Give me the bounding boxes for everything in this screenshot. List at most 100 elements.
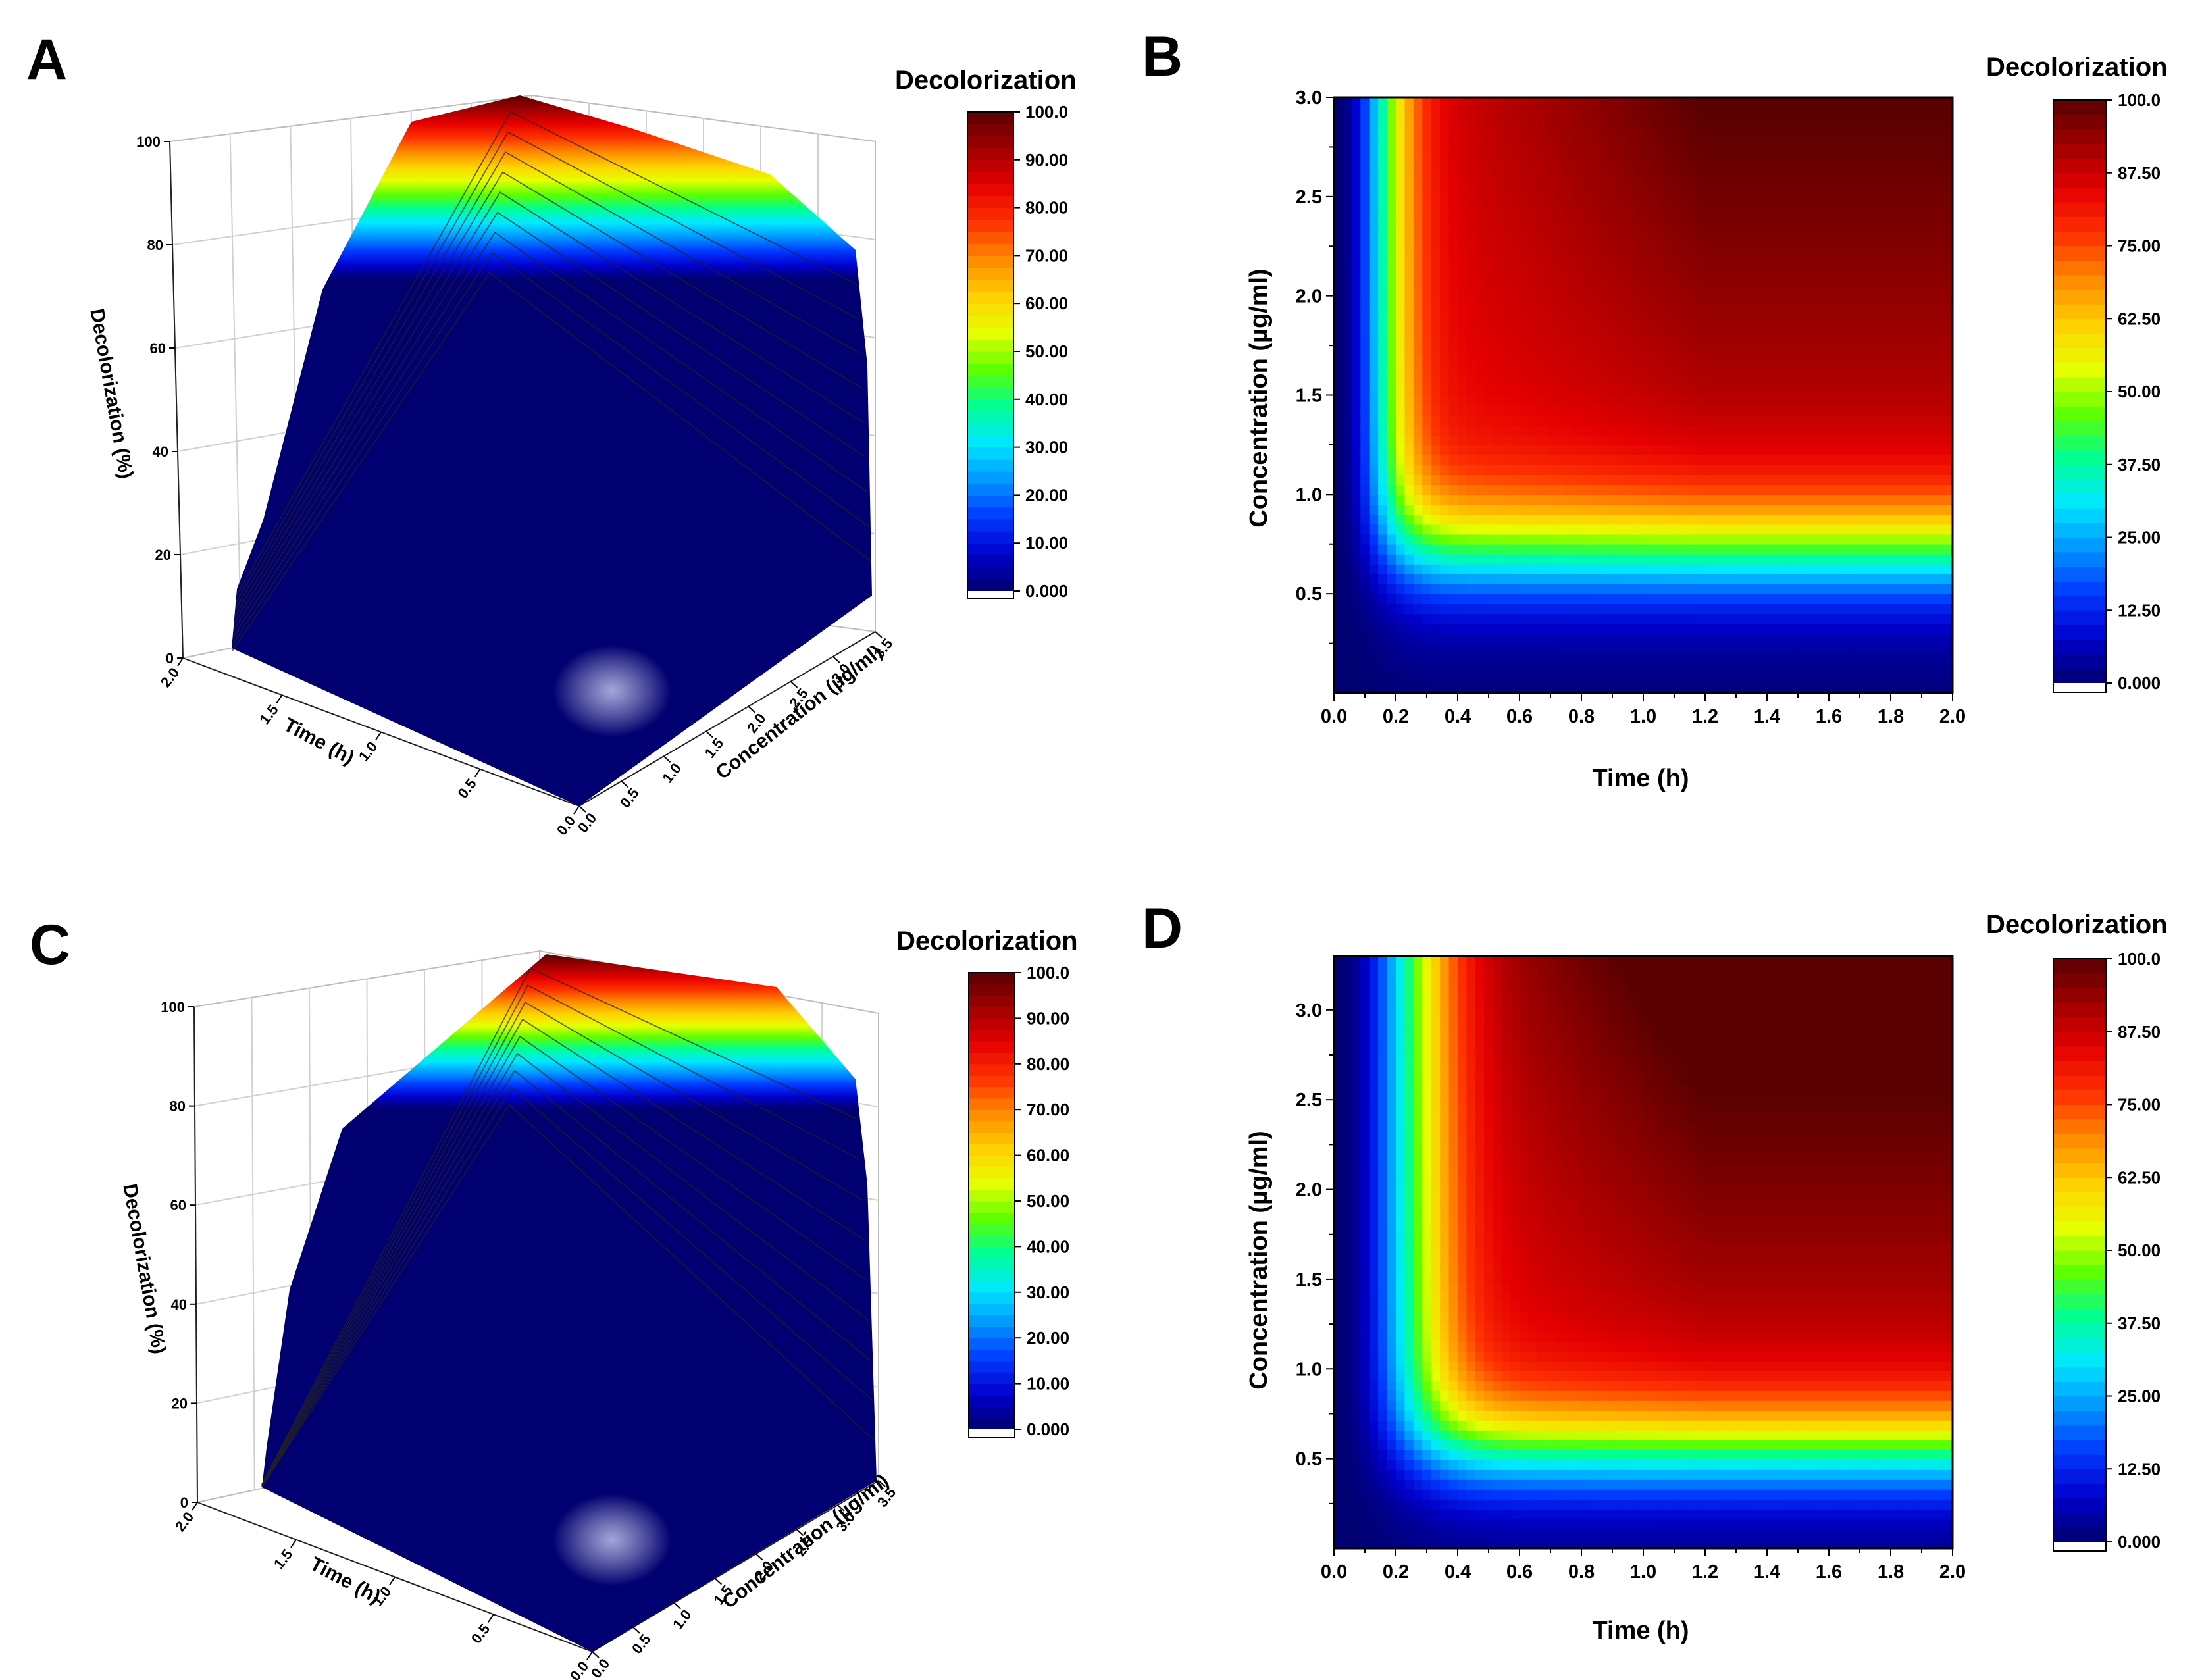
heatmap-cell bbox=[1431, 504, 1441, 515]
heatmap-cell bbox=[1564, 107, 1574, 118]
heatmap-cell bbox=[1440, 97, 1450, 108]
heatmap-cell bbox=[1864, 405, 1874, 416]
heatmap-cell bbox=[1740, 395, 1750, 406]
heatmap-cell bbox=[1935, 385, 1945, 396]
heatmap-cell bbox=[1404, 157, 1414, 168]
z-tick-label: 20 bbox=[155, 547, 171, 563]
heatmap-cell bbox=[1811, 465, 1821, 475]
heatmap-cell bbox=[1608, 375, 1618, 386]
heatmap-cell bbox=[1484, 385, 1494, 396]
heatmap-cell bbox=[1546, 613, 1556, 624]
heatmap-cell bbox=[1784, 424, 1795, 436]
heatmap-cell bbox=[1643, 623, 1653, 634]
heatmap-cell bbox=[1802, 127, 1812, 138]
heatmap-cell bbox=[1404, 256, 1414, 267]
heatmap-cell bbox=[1616, 633, 1626, 644]
heatmap-cell bbox=[1360, 1371, 1370, 1381]
heatmap-cell bbox=[1378, 504, 1388, 515]
heatmap-cell bbox=[1784, 246, 1795, 257]
heatmap-cell bbox=[1793, 673, 1803, 684]
heatmap-cell bbox=[1396, 563, 1406, 574]
heatmap-cell bbox=[1811, 613, 1821, 624]
heatmap-cell bbox=[1360, 405, 1370, 416]
heatmap-cell bbox=[1705, 415, 1715, 426]
heatmap-cell bbox=[1343, 1193, 1352, 1204]
heatmap-cell bbox=[1378, 653, 1388, 664]
heatmap-cell bbox=[1343, 1213, 1352, 1223]
heatmap-cell bbox=[1572, 246, 1582, 257]
heatmap-cell bbox=[1731, 355, 1741, 367]
heatmap-cell bbox=[1820, 395, 1830, 406]
colorbar-band bbox=[967, 567, 1013, 580]
heatmap-cell bbox=[1705, 127, 1715, 138]
heatmap-cell bbox=[1670, 514, 1679, 525]
heatmap-cell bbox=[1767, 305, 1777, 317]
heatmap-cell bbox=[1599, 603, 1609, 615]
heatmap-cell bbox=[1422, 395, 1432, 406]
heatmap-cell bbox=[1687, 385, 1697, 396]
heatmap-cell bbox=[1784, 117, 1795, 128]
y-tick-mark bbox=[663, 755, 671, 763]
heatmap-cell bbox=[1882, 455, 1891, 465]
heatmap-cell bbox=[1396, 415, 1406, 426]
heatmap-cell bbox=[1837, 613, 1847, 624]
heatmap-cell bbox=[1413, 484, 1423, 496]
y-tick-mark bbox=[755, 1553, 763, 1561]
heatmap-cell bbox=[1643, 613, 1653, 624]
heatmap-cell bbox=[1387, 305, 1396, 317]
heatmap-cell bbox=[1369, 682, 1379, 694]
heatmap-cell bbox=[1554, 246, 1564, 257]
panel-letter-a: A bbox=[26, 28, 67, 91]
heatmap-cell bbox=[1793, 137, 1803, 148]
heatmap-cell bbox=[1369, 1390, 1379, 1401]
heatmap-cell bbox=[1351, 1341, 1362, 1352]
heatmap-cell bbox=[1678, 236, 1688, 247]
heatmap-cell bbox=[1811, 474, 1821, 486]
heatmap-cell bbox=[1731, 276, 1741, 287]
heatmap-cell bbox=[1351, 266, 1362, 277]
contour-line bbox=[234, 151, 861, 610]
heatmap-cell bbox=[1670, 315, 1679, 326]
heatmap-cell bbox=[1422, 574, 1432, 584]
heatmap-cell bbox=[1696, 286, 1706, 297]
heatmap-cell bbox=[1829, 484, 1839, 496]
heatmap-cell bbox=[1440, 405, 1450, 416]
heatmap-cell bbox=[1484, 405, 1494, 416]
heatmap-cell bbox=[1643, 157, 1653, 168]
heatmap-cell bbox=[1369, 504, 1379, 515]
heatmap-cell bbox=[1722, 117, 1733, 128]
heatmap-cell bbox=[1351, 1311, 1362, 1322]
heatmap-cell bbox=[1652, 424, 1662, 436]
heatmap-cell bbox=[1351, 1509, 1362, 1519]
heatmap-cell bbox=[1705, 534, 1715, 545]
heatmap-cell bbox=[1554, 385, 1564, 396]
panel-b: B 0.0 0.2 0.4 0.6 0.8 1.0 1.2 1.4 1.6 1.8 2.0 0.51… bbox=[1142, 25, 2168, 792]
colorbar-band bbox=[967, 136, 1013, 149]
heatmap-cell bbox=[1696, 633, 1706, 644]
heatmap-cell bbox=[1369, 127, 1379, 138]
heatmap-cell bbox=[1431, 484, 1441, 496]
heatmap-cell bbox=[1873, 157, 1883, 168]
heatmap-cell bbox=[1369, 1440, 1379, 1450]
heatmap-cell bbox=[1908, 603, 1918, 615]
heatmap-cell bbox=[1882, 286, 1891, 297]
heatmap-cell bbox=[1528, 504, 1538, 515]
heatmap-cell bbox=[1378, 986, 1388, 996]
heatmap-cell bbox=[1528, 603, 1538, 615]
heatmap-cell bbox=[1820, 117, 1830, 128]
heatmap-cell bbox=[1652, 196, 1662, 207]
heatmap-cell bbox=[1572, 465, 1582, 475]
heatmap-cell bbox=[1943, 514, 1953, 525]
colorbar-tick-label: 80.00 bbox=[1025, 198, 1068, 218]
heatmap-cell bbox=[1475, 574, 1485, 584]
heatmap-cell bbox=[1484, 584, 1494, 594]
heatmap-cell bbox=[1599, 246, 1609, 257]
heatmap-cell bbox=[1749, 276, 1759, 287]
heatmap-cell bbox=[1626, 613, 1635, 624]
heatmap-cell bbox=[1652, 286, 1662, 297]
heatmap-cell bbox=[1404, 276, 1414, 287]
heatmap-cell bbox=[1784, 444, 1795, 455]
heatmap-cell bbox=[1616, 97, 1626, 108]
heatmap-cell bbox=[1369, 305, 1379, 317]
heatmap-cell bbox=[1722, 653, 1733, 664]
